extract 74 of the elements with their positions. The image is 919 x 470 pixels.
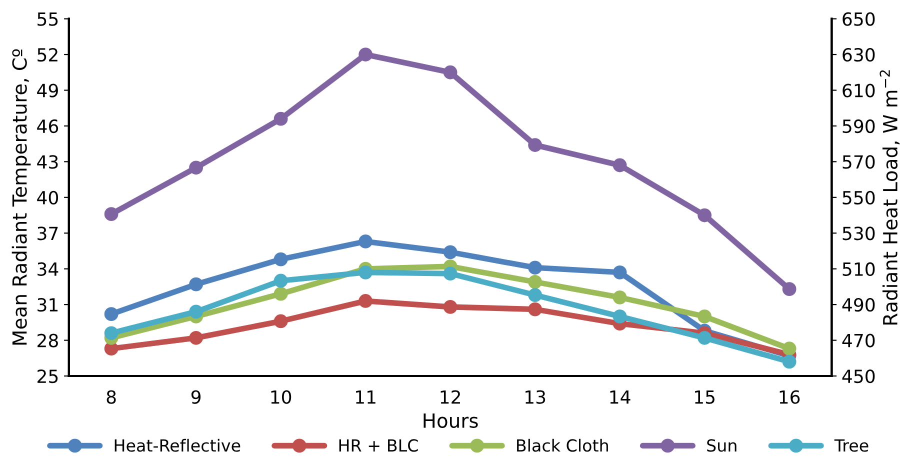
y-tick-label: 28 [38,334,58,348]
x-tick-label: 13 [526,390,546,404]
point [274,286,288,301]
y-tick-label: 52 [38,48,58,62]
x-tick-label: 14 [610,390,630,404]
point [698,208,712,222]
point [782,354,796,369]
point [698,310,712,324]
point [612,310,627,324]
point [528,260,542,275]
y2-tick-label: 490 [842,298,875,312]
y-tick-label: 43 [37,155,58,169]
point [782,282,796,296]
point [104,307,118,322]
point [612,290,627,304]
point [528,274,542,289]
x-tick-label: 12 [440,390,460,404]
y-tick-label: 25 [38,369,58,384]
point [528,138,542,152]
point [528,302,542,316]
legend-label: HR + BLC [339,439,418,452]
point [189,277,203,292]
y-axis-title: Mean Radiant Temperature, Cº [12,49,31,345]
y2-tick-label: 470 [842,334,875,348]
point [104,326,118,340]
y2-tick-label: 510 [842,262,875,276]
point [443,266,458,281]
x-tick-label: 10 [271,390,292,404]
point [612,265,627,280]
y-tick-label: 40 [37,190,58,205]
point [443,245,458,260]
x-tick-label: 11 [356,390,376,404]
point [189,160,203,175]
point [274,112,288,126]
legend-label: Black Cloth [517,438,608,452]
legend-label: Tree [834,439,868,452]
legend-label: Sun [707,439,736,452]
point [189,330,203,345]
point [612,158,627,172]
x-axis-title: Hours [424,414,478,428]
point [274,314,288,328]
point [443,300,458,314]
y2-tick-label: 550 [842,190,875,205]
point [358,234,373,248]
y2-tick-label: 530 [842,226,875,240]
point [189,304,203,319]
point [358,294,373,308]
y-tick-label: 46 [37,119,58,134]
y-tick-label: 55 [38,12,58,26]
y-tick-label: 31 [38,298,58,312]
y2-axis-title: Radiant Heat Load, W m$^{−2}$ [880,70,900,325]
x-tick-label: 9 [191,390,201,404]
legend-label: Heat-Reflective [114,438,240,452]
point [104,207,118,222]
y2-tick-label: 630 [842,48,875,62]
x-tick-label: 15 [695,390,714,404]
point [782,342,796,356]
y-tick-label: 37 [38,226,58,240]
x-tick-label: 8 [106,390,116,404]
point [528,288,542,302]
point [443,65,458,80]
y-tick-label: 34 [38,262,58,276]
y-tick-label: 49 [37,84,58,98]
y2-tick-label: 450 [842,369,875,384]
point [358,265,373,280]
point [358,48,373,62]
y2-tick-label: 650 [842,12,875,26]
y2-tick-label: 570 [842,155,875,169]
y2-tick-label: 610 [842,84,875,98]
point [698,330,712,345]
y2-tick-label: 590 [842,119,875,134]
x-tick-label: 16 [780,390,800,404]
point [274,252,288,266]
point [274,274,288,288]
